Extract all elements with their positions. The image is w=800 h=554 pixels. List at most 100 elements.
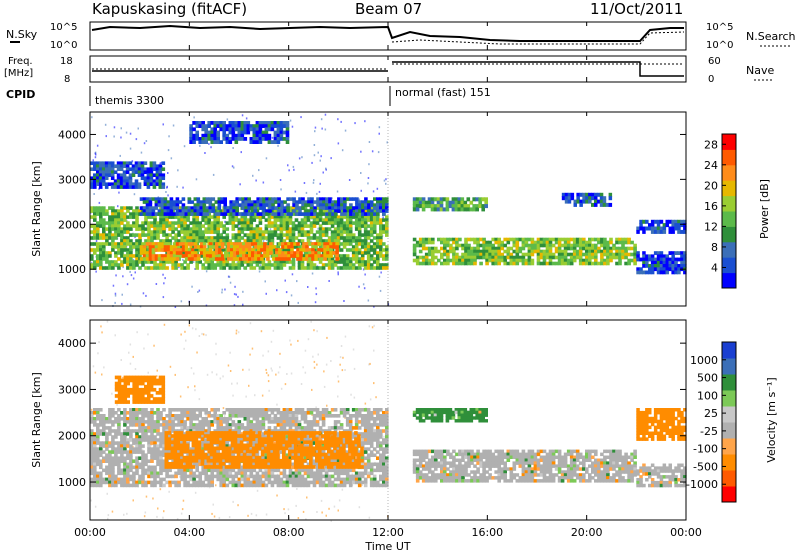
heatmap-cell	[443, 246, 447, 251]
heatmap-cell	[232, 203, 236, 207]
heatmap-cell	[285, 130, 290, 135]
heatmap-cell	[178, 212, 183, 216]
heatmap-cell	[325, 197, 329, 201]
heatmap-cell	[653, 219, 658, 224]
scatter-speck	[290, 343, 292, 346]
heatmap-cell	[285, 221, 290, 225]
heatmap-cell	[677, 251, 681, 255]
heatmap-cell	[588, 261, 592, 266]
heatmap-cell	[116, 164, 121, 168]
heatmap-cell	[125, 185, 130, 189]
heatmap-cell	[111, 236, 115, 240]
heatmap-cell	[172, 242, 177, 246]
heatmap-cell	[117, 462, 121, 467]
heatmap-cell	[236, 257, 240, 261]
heatmap-cell	[147, 236, 151, 240]
heatmap-cell	[90, 182, 94, 186]
heatmap-cell	[211, 245, 216, 249]
heatmap-cell	[415, 240, 420, 245]
heatmap-cell	[199, 251, 204, 255]
heatmap-cell	[198, 480, 202, 485]
heatmap-cell	[160, 245, 165, 249]
heatmap-cell	[210, 221, 214, 225]
heatmap-cell	[674, 270, 678, 275]
heatmap-cell	[126, 477, 130, 482]
heatmap-cell	[473, 261, 477, 266]
heatmap-cell	[609, 240, 613, 245]
heatmap-cell	[337, 197, 341, 201]
heatmap-cell	[195, 465, 199, 470]
heatmap-cell	[287, 257, 291, 261]
heatmap-cell	[141, 456, 145, 460]
heatmap-cell	[162, 468, 166, 473]
heatmap-cell	[354, 218, 359, 222]
heatmap-cell	[99, 471, 103, 476]
heatmap-cell	[335, 251, 339, 255]
scatter-speck	[183, 347, 185, 350]
heatmap-cell	[139, 245, 144, 249]
heatmap-cell	[189, 127, 193, 132]
heatmap-cell	[418, 200, 423, 205]
heatmap-cell	[267, 133, 272, 138]
heatmap-cell	[276, 233, 281, 237]
heatmap-cell	[379, 230, 383, 234]
heatmap-cell	[606, 246, 610, 251]
heatmap-cell	[339, 257, 344, 261]
heatmap-cell	[265, 197, 269, 201]
heatmap-cell	[245, 248, 249, 252]
heatmap-cell	[421, 261, 426, 266]
heatmap-cell	[345, 263, 350, 267]
heatmap-cell	[276, 137, 281, 141]
heatmap-cell	[345, 209, 350, 213]
heatmap-cell	[243, 124, 248, 128]
colorbar-tick-label: 28	[704, 138, 718, 151]
heatmap-cell	[201, 236, 205, 240]
heatmap-cell	[427, 261, 432, 266]
heatmap-cell	[473, 240, 477, 245]
heatmap-cell	[211, 206, 216, 210]
heatmap-cell	[348, 260, 353, 264]
heatmap-cell	[232, 206, 236, 210]
heatmap-cell	[533, 240, 538, 245]
heatmap-cell	[192, 411, 196, 415]
heatmap-cell	[464, 246, 468, 251]
heatmap-cell	[171, 423, 175, 427]
heatmap-cell	[467, 252, 471, 257]
heatmap-cell	[144, 432, 148, 436]
heatmap-cell	[132, 260, 136, 264]
heatmap-cell	[478, 204, 482, 209]
heatmap-cell	[578, 240, 583, 245]
scatter-speck	[316, 192, 318, 195]
heatmap-cell	[105, 426, 109, 430]
nsky-panel: N.Sky 10^5 10^0 10^5 10^0 N.Search	[6, 21, 796, 51]
heatmap-cell	[145, 254, 150, 258]
heatmap-cell	[506, 252, 511, 257]
heatmap-cell	[129, 408, 133, 412]
nsearch-tick-high: 10^5	[706, 22, 733, 33]
heatmap-cell	[270, 236, 275, 240]
heatmap-cell	[340, 203, 344, 207]
heatmap-cell	[122, 179, 127, 183]
heatmap-cell	[181, 209, 186, 213]
heatmap-cell	[129, 477, 133, 482]
heatmap-cell	[301, 206, 305, 210]
heatmap-cell	[357, 236, 362, 240]
heatmap-cell	[102, 221, 106, 225]
heatmap-cell	[96, 236, 100, 240]
heatmap-cell	[418, 240, 423, 245]
heatmap-cell	[193, 203, 198, 207]
heatmap-cell	[231, 121, 236, 125]
heatmap-cell	[271, 197, 275, 201]
heatmap-cell	[108, 453, 112, 457]
heatmap-cell	[204, 140, 208, 144]
heatmap-cell	[330, 263, 335, 267]
heatmap-cell	[247, 206, 251, 210]
scatter-speck	[226, 118, 229, 121]
heatmap-cell	[198, 426, 202, 430]
heatmap-cell	[421, 207, 426, 212]
heatmap-cell	[279, 260, 284, 264]
heatmap-cell	[472, 207, 476, 212]
heatmap-cell	[152, 173, 157, 177]
heatmap-cell	[659, 254, 664, 259]
heatmap-cell	[153, 474, 157, 479]
